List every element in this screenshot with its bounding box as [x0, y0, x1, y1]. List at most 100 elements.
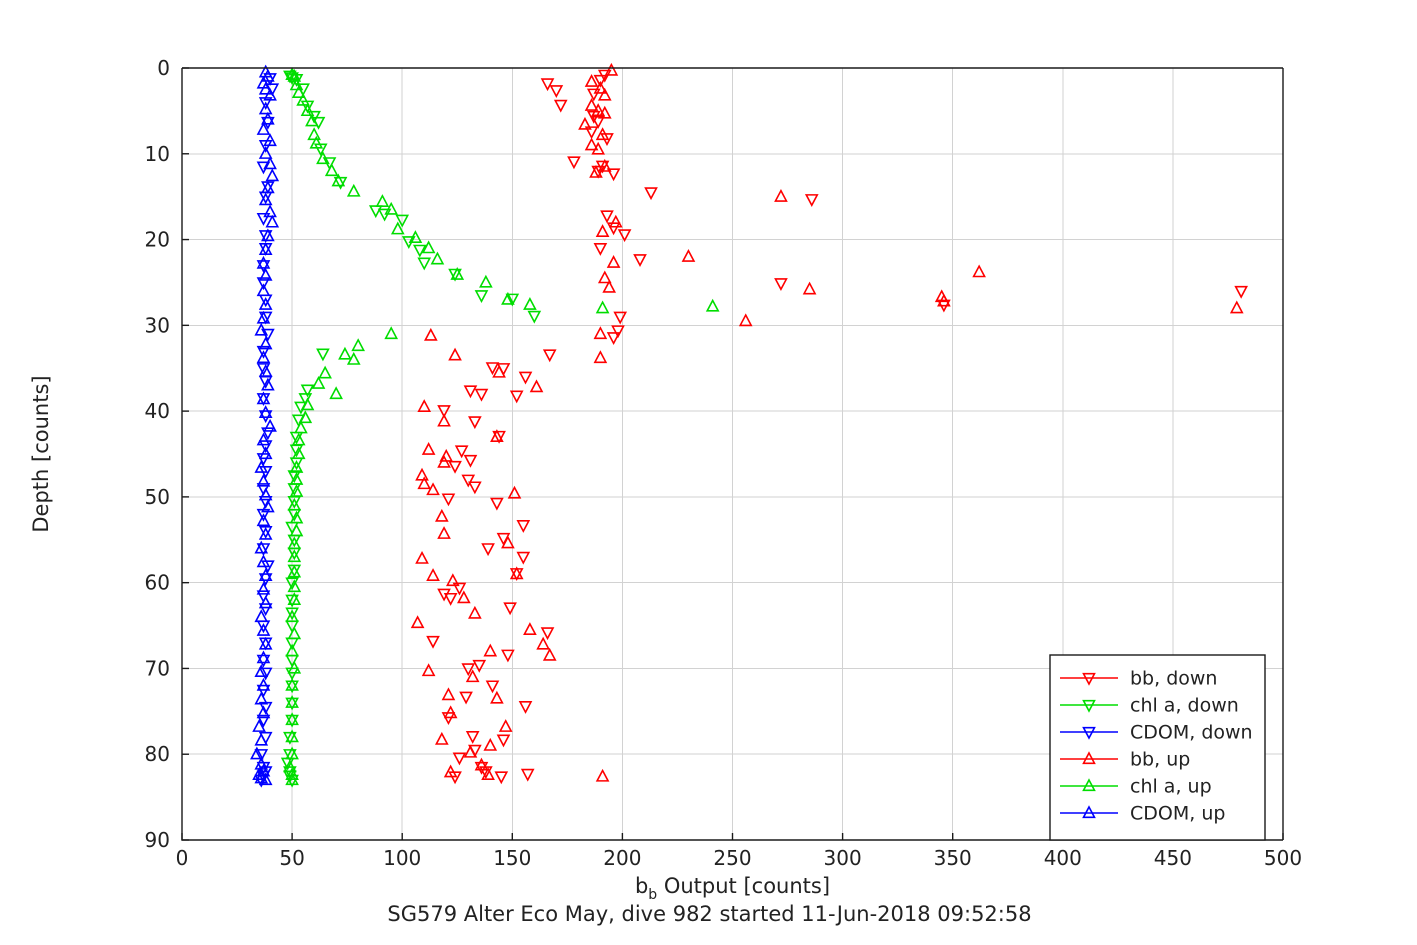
legend-item-chl-a-up[interactable]: chl a, up: [1060, 776, 1212, 798]
data-point: [937, 293, 951, 307]
legend-item-bb-down[interactable]: bb, down: [1060, 668, 1217, 690]
data-point: [346, 351, 361, 365]
data-point: [258, 603, 273, 617]
data-point: [415, 550, 429, 564]
data-point: [258, 440, 273, 454]
data-point: [494, 771, 509, 785]
data-point: [463, 385, 478, 399]
data-point: [291, 446, 306, 460]
data-point: [593, 350, 608, 364]
data-point: [258, 568, 273, 581]
x-tick-label: 400: [1044, 846, 1082, 870]
data-point: [390, 221, 405, 235]
data-point: [258, 410, 273, 424]
data-point: [523, 297, 537, 310]
data-point: [256, 391, 271, 405]
data-point: [591, 103, 606, 117]
legend-box: [1049, 654, 1266, 841]
data-point: [283, 749, 297, 762]
legend-marker-triangle-down-icon: [1082, 699, 1096, 713]
data-point: [309, 135, 324, 149]
data-point: [258, 81, 273, 95]
data-point: [287, 660, 302, 674]
data-point: [384, 326, 399, 340]
data-point: [597, 105, 612, 119]
data-point: [316, 151, 330, 165]
data-point: [261, 68, 275, 82]
plot-legend[interactable]: bb, down chl a, down CDOM, down bb, up chl a…: [1049, 654, 1266, 841]
data-point: [408, 230, 423, 243]
legend-label: chl a, down: [1130, 695, 1239, 717]
data-point: [296, 92, 310, 106]
data-point: [468, 481, 482, 495]
data-point: [254, 749, 269, 762]
data-point: [518, 701, 533, 714]
data-point: [258, 146, 273, 159]
data-point: [256, 513, 271, 527]
legend-item-cdom-up[interactable]: CDOM, up: [1060, 803, 1225, 825]
data-point: [256, 432, 271, 446]
data-point: [617, 229, 632, 243]
data-point: [285, 746, 299, 760]
data-point: [287, 536, 302, 550]
data-point: [461, 663, 476, 677]
data-point: [331, 173, 346, 187]
legend-label: chl a, up: [1130, 776, 1212, 798]
y-tick-label: 50: [145, 485, 170, 509]
data-point: [263, 133, 277, 147]
grid-lines: [182, 68, 1284, 840]
data-point: [1234, 285, 1248, 299]
data-point: [285, 729, 299, 743]
data-point: [265, 168, 280, 182]
data-point: [483, 737, 498, 751]
legend-item-chl-a-down[interactable]: chl a, down: [1060, 695, 1239, 717]
data-point: [256, 260, 271, 273]
data-point: [536, 636, 550, 650]
data-point: [542, 647, 557, 661]
data-point: [256, 122, 271, 135]
data-point: [256, 543, 271, 557]
data-point: [256, 350, 271, 364]
data-point: [287, 68, 302, 82]
data-point: [258, 526, 273, 539]
data-point: [738, 313, 753, 327]
data-point: [324, 163, 339, 177]
data-point: [633, 254, 647, 267]
legend-item-bb-up[interactable]: bb, up: [1060, 749, 1190, 771]
data-point: [523, 622, 537, 635]
data-point: [503, 602, 517, 616]
data-point: [258, 242, 273, 256]
x-axis-title: bb Output [counts]: [635, 874, 830, 903]
data-point: [258, 230, 273, 243]
y-tick-label: 80: [145, 742, 170, 766]
data-point: [417, 399, 432, 412]
data-point: [608, 214, 623, 228]
data-point: [606, 222, 621, 236]
x-tick-label: 150: [493, 846, 531, 870]
legend-item-cdom-down[interactable]: CDOM, down: [1060, 722, 1253, 744]
data-point: [606, 332, 621, 346]
legend-label: bb, down: [1130, 668, 1217, 690]
data-point: [261, 111, 275, 125]
data-point: [300, 384, 315, 398]
data-point: [300, 397, 315, 411]
data-point: [258, 636, 273, 650]
series-bb-up: [410, 62, 1244, 782]
data-point: [338, 346, 352, 360]
data-point: [265, 214, 280, 228]
legend-marker-triangle-up-icon: [1082, 805, 1096, 819]
data-point: [318, 365, 332, 379]
data-point: [490, 690, 504, 704]
x-tick-label: 200: [603, 846, 641, 870]
data-point: [443, 764, 458, 778]
x-tick-label: 100: [383, 846, 421, 870]
data-point: [600, 210, 614, 224]
data-point: [285, 677, 299, 691]
data-point: [454, 445, 469, 459]
x-tick-label: 350: [934, 846, 972, 870]
data-point: [258, 595, 273, 609]
data-point: [644, 187, 658, 201]
data-point: [256, 581, 271, 595]
data-point: [681, 249, 696, 262]
data-point: [972, 264, 986, 278]
